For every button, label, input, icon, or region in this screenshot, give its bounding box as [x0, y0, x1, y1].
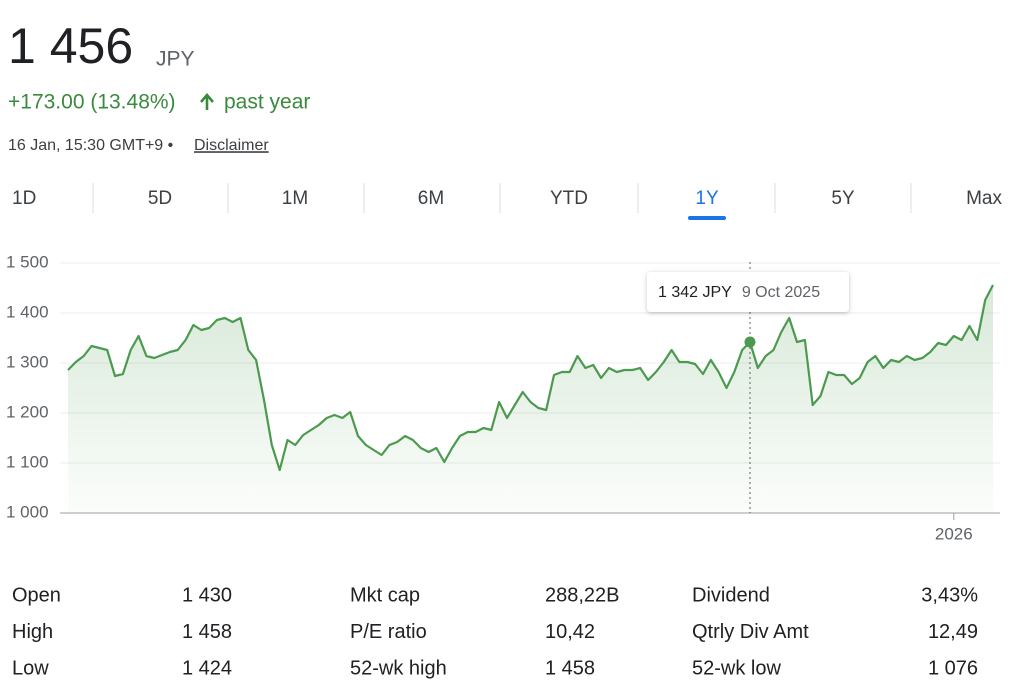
stat-value: 1 430 — [182, 584, 232, 606]
y-tick-label: 1 200 — [6, 402, 49, 421]
range-tabs: 1D 5D 1M 6M YTD 1Y 5Y Max — [12, 183, 1002, 220]
stat-label: Dividend — [692, 584, 770, 606]
stat-label: Low — [12, 657, 49, 679]
tooltip-date: 9 Oct 2025 — [742, 284, 820, 301]
range-tab[interactable]: 5D — [148, 188, 172, 209]
stat-value: 1 458 — [182, 621, 232, 643]
y-tick-label: 1 400 — [6, 302, 49, 321]
currency: JPY — [156, 48, 195, 71]
price: 1 456 — [8, 18, 133, 74]
y-tick-label: 1 300 — [6, 352, 49, 371]
y-tick-label: 1 000 — [6, 502, 49, 521]
range-tab[interactable]: 5Y — [831, 188, 855, 209]
range-tab[interactable]: YTD — [550, 188, 588, 209]
stat-label: P/E ratio — [350, 621, 427, 643]
stats-table: Open 1 430 Mkt cap 288,22B Dividend 3,43% High… — [12, 584, 978, 679]
active-tab-underline — [688, 216, 726, 220]
stat-label: 52-wk high — [350, 657, 447, 679]
tooltip-box — [646, 272, 849, 312]
change-period: past year — [224, 91, 310, 114]
y-tick-label: 1 100 — [6, 452, 49, 471]
price-chart: 1 000 1 100 1 200 1 300 1 400 1 500 2026 1 342 … — [6, 252, 1000, 543]
stat-value: 12,49 — [928, 621, 978, 643]
stat-label: Qtrly Div Amt — [692, 621, 809, 643]
price-line — [67, 284, 994, 472]
tooltip-value: 1 342 JPY — [658, 284, 732, 301]
stat-value: 1 424 — [182, 657, 232, 679]
up-arrow — [200, 93, 214, 110]
range-tab[interactable]: 1M — [282, 188, 308, 209]
price-area — [68, 285, 993, 513]
timestamp: 16 Jan, 15:30 GMT+9 • — [8, 137, 173, 154]
change: +173.00 (13.48%) — [8, 91, 176, 114]
stat-label: Open — [12, 584, 61, 606]
stat-value: 1 458 — [545, 657, 595, 679]
range-tab[interactable]: Max — [966, 188, 1002, 209]
stat-value: 3,43% — [921, 584, 978, 606]
range-tab[interactable]: 1D — [12, 188, 36, 209]
stat-value: 10,42 — [545, 621, 595, 643]
range-tab[interactable]: 6M — [418, 188, 444, 209]
y-tick-label: 1 500 — [6, 252, 49, 271]
x-tick-label: 2026 — [935, 524, 973, 543]
range-tab[interactable]: 1Y — [695, 188, 719, 209]
disclaimer-link[interactable]: Disclaimer — [194, 137, 269, 154]
stat-value: 288,22B — [545, 584, 620, 606]
stat-value: 1 076 — [928, 657, 978, 679]
hover-point — [744, 336, 756, 348]
stat-label: 52-wk low — [692, 657, 781, 679]
stat-label: High — [12, 621, 53, 643]
stat-label: Mkt cap — [350, 584, 420, 606]
